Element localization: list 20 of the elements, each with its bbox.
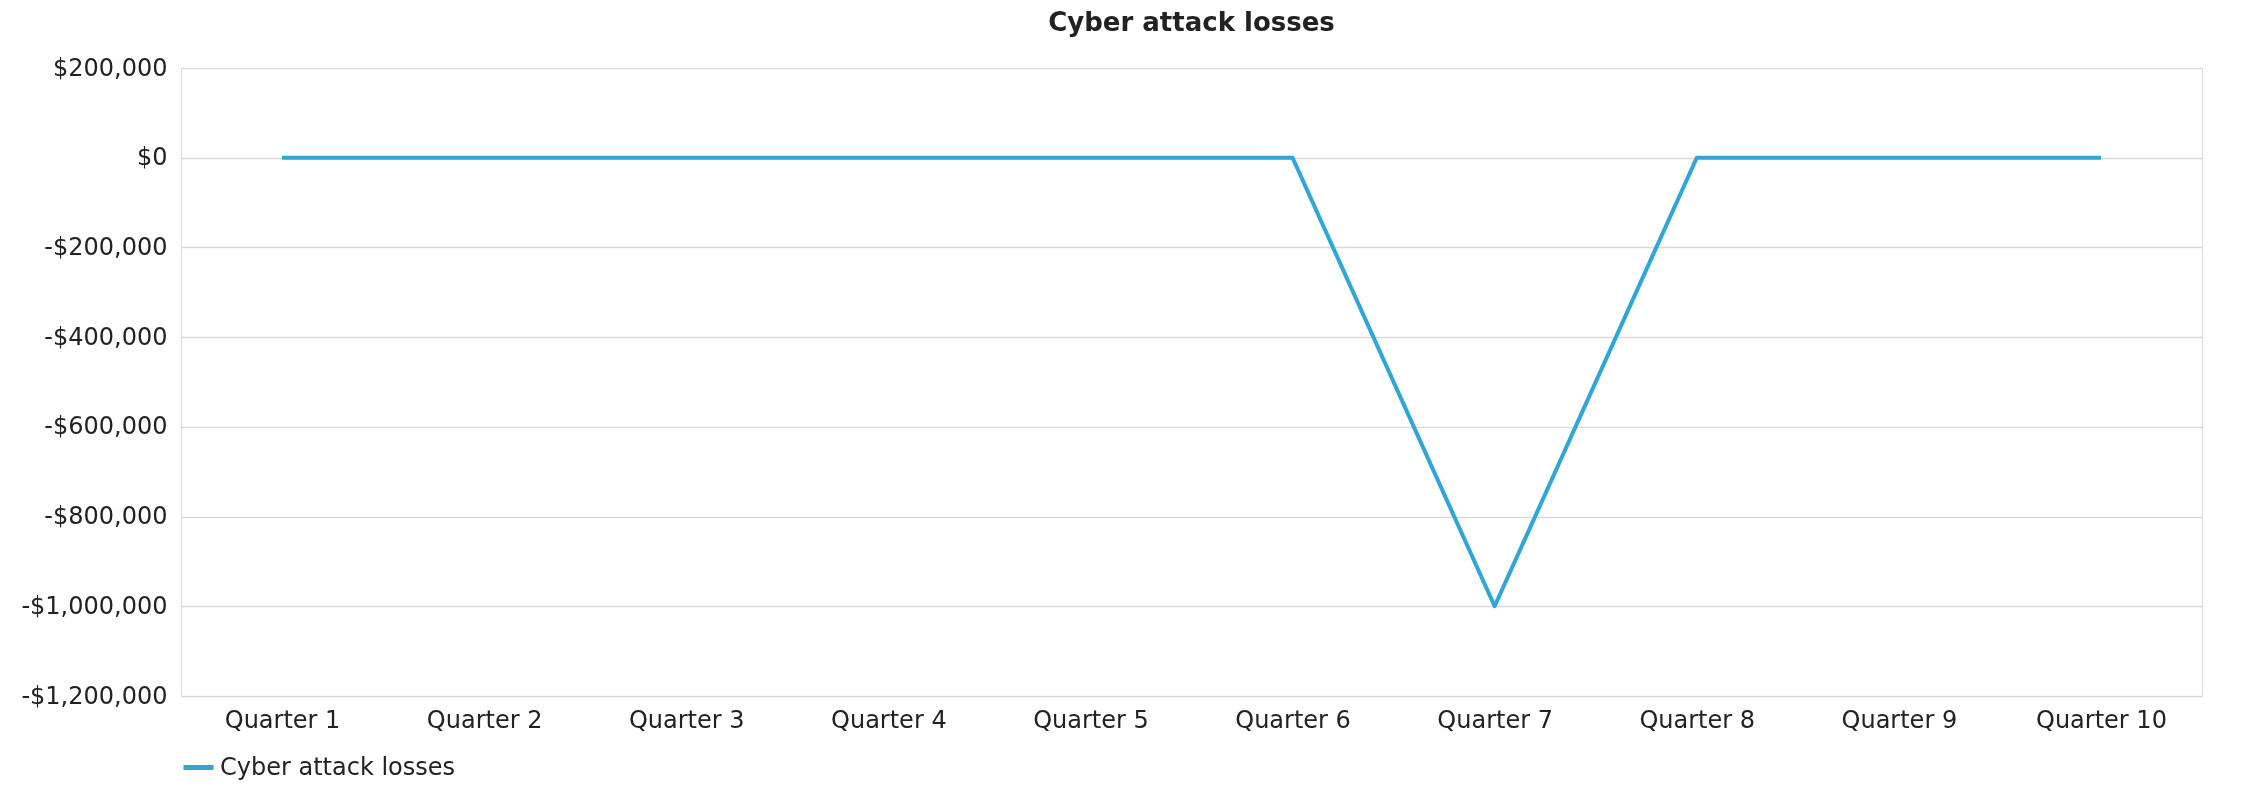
y-tick-label: -$1,200,000 bbox=[21, 681, 168, 710]
y-tick-label: $200,000 bbox=[52, 53, 168, 82]
x-tick-label: Quarter 7 bbox=[1437, 705, 1553, 734]
x-tick-label: Quarter 10 bbox=[2036, 705, 2167, 734]
x-tick-label: Quarter 4 bbox=[831, 705, 947, 734]
y-tick-label: -$200,000 bbox=[44, 232, 168, 261]
y-tick-label: $0 bbox=[136, 143, 168, 172]
y-tick-label: -$1,000,000 bbox=[21, 591, 168, 620]
x-tick-label: Quarter 2 bbox=[426, 705, 543, 734]
x-tick-label: Quarter 9 bbox=[1841, 705, 1958, 734]
y-tick-label: -$800,000 bbox=[44, 502, 168, 531]
y-tick-label: -$600,000 bbox=[44, 412, 168, 441]
x-tick-label: Quarter 5 bbox=[1033, 705, 1149, 734]
x-tick-label: Quarter 1 bbox=[224, 705, 341, 734]
x-tick-label: Quarter 6 bbox=[1235, 705, 1351, 734]
legend-label: Cyber attack losses bbox=[220, 752, 456, 781]
y-tick-label: -$400,000 bbox=[44, 322, 168, 351]
chart-title: Cyber attack losses bbox=[1048, 7, 1335, 37]
x-tick-label: Quarter 3 bbox=[628, 705, 745, 734]
x-tick-label: Quarter 8 bbox=[1639, 705, 1756, 734]
